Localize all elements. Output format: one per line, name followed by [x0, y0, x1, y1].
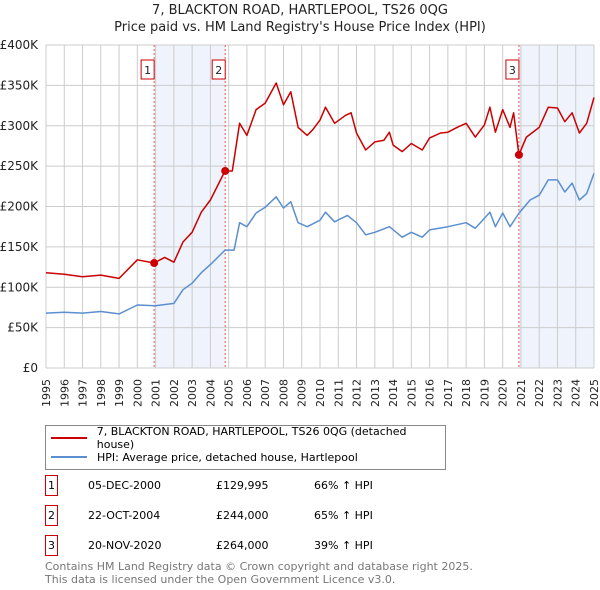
x-tick-label: 2006	[241, 379, 254, 407]
sale-marker-label: 3	[509, 64, 516, 77]
x-tick-label: 2007	[259, 379, 272, 407]
price-paid-line	[45, 82, 595, 280]
y-tick-label: £200K	[0, 200, 39, 214]
y-tick-label: £100K	[0, 280, 39, 294]
sale-number-badge: 2	[45, 505, 58, 526]
x-tick-label: 2010	[314, 379, 327, 407]
x-tick-label: 2003	[186, 379, 199, 407]
footer-copyright: Contains HM Land Registry data © Crown c…	[45, 560, 473, 573]
sale-row: 2 22-OCT-2004 £244,000 65% ↑ HPI	[45, 505, 545, 526]
x-tick-label: 2025	[588, 379, 600, 407]
x-tick-label: 2008	[277, 379, 290, 407]
y-tick-label: £250K	[0, 159, 39, 173]
sale-marker-label: 1	[144, 64, 151, 77]
y-tick-label: £0	[23, 361, 38, 375]
x-tick-label: 2017	[442, 379, 455, 407]
x-tick-label: 2011	[332, 379, 345, 407]
sale-row: 3 20-NOV-2020 £264,000 39% ↑ HPI	[45, 535, 545, 556]
x-tick-label: 2000	[131, 379, 144, 407]
x-tick-label: 2021	[515, 379, 528, 407]
x-tick-label: 1998	[95, 379, 108, 407]
sale-marker-box	[140, 59, 155, 80]
x-tick-label: 2012	[351, 379, 364, 407]
footer-licence: This data is licensed under the Open Gov…	[45, 573, 396, 586]
x-tick-label: 1999	[113, 379, 126, 407]
sale-hpi: 65% ↑ HPI	[314, 509, 373, 522]
plot-area: 1995 1996 1997 1998 1999 2000 2001 2002 2003 2004…	[0, 38, 600, 407]
x-tick-label: 2009	[296, 379, 309, 407]
x-tick-label: 2022	[533, 379, 546, 407]
y-tick-label: £300K	[0, 119, 39, 133]
x-tick-label: 2023	[551, 379, 564, 407]
legend-label: 7, BLACKTON ROAD, HARTLEPOOL, TS26 0QG (…	[96, 425, 407, 451]
x-tick-label: 2004	[204, 379, 217, 407]
x-tick-label: 2013	[369, 379, 382, 407]
sale-point	[514, 150, 523, 159]
x-tick-label: 2016	[424, 379, 437, 407]
x-tick-label: 1996	[58, 379, 71, 407]
legend-swatch-red	[51, 437, 87, 439]
sale-point	[221, 166, 230, 175]
sale-marker-box	[505, 59, 520, 80]
sale-number-badge: 3	[45, 535, 58, 556]
sale-price: £129,995	[216, 479, 269, 492]
x-tick-label: 2005	[223, 379, 236, 407]
y-tick-label: £50K	[7, 321, 39, 335]
sale-date: 22-OCT-2004	[88, 509, 161, 522]
legend-swatch-blue	[51, 456, 87, 458]
legend-item-hpi: HPI: Average price, detached house, Hart…	[51, 449, 358, 465]
hpi-line	[45, 173, 595, 315]
x-tick-label: 2020	[497, 379, 510, 407]
x-tick-label: 2019	[478, 379, 491, 407]
sale-marker-label: 2	[215, 64, 222, 77]
sale-number-badge: 1	[45, 475, 58, 496]
sale-marker-box	[211, 59, 226, 80]
legend: 7, BLACKTON ROAD, HARTLEPOOL, TS26 0QG (…	[45, 425, 446, 470]
legend-item-property: 7, BLACKTON ROAD, HARTLEPOOL, TS26 0QG (…	[51, 425, 445, 451]
x-tick-label: 1995	[40, 379, 53, 407]
chart-subtitle: Price paid vs. HM Land Registry's House …	[114, 20, 486, 35]
sale-point	[150, 259, 159, 268]
sale-hpi: 66% ↑ HPI	[314, 479, 373, 492]
y-tick-label: £150K	[0, 240, 39, 254]
chart-title: 7, BLACKTON ROAD, HARTLEPOOL, TS26 0QG	[152, 3, 448, 18]
sale-price: £264,000	[216, 539, 269, 552]
x-tick-label: 2015	[405, 379, 418, 407]
x-tick-label: 1997	[77, 379, 90, 407]
y-tick-label: £350K	[0, 78, 39, 92]
y-tick-label: £400K	[0, 38, 39, 52]
legend-label: HPI: Average price, detached house, Hart…	[97, 450, 358, 464]
sale-date: 05-DEC-2000	[88, 479, 162, 492]
sale-date: 20-NOV-2020	[88, 539, 162, 552]
x-tick-label: 2001	[150, 379, 163, 407]
sale-price: £244,000	[216, 509, 269, 522]
x-tick-label: 2014	[387, 379, 400, 407]
x-tick-label: 2018	[460, 379, 473, 407]
sale-hpi: 39% ↑ HPI	[314, 539, 373, 552]
x-tick-label: 2002	[168, 379, 181, 407]
sale-row: 1 05-DEC-2000 £129,995 66% ↑ HPI	[45, 475, 545, 496]
x-tick-label: 2024	[570, 379, 583, 407]
